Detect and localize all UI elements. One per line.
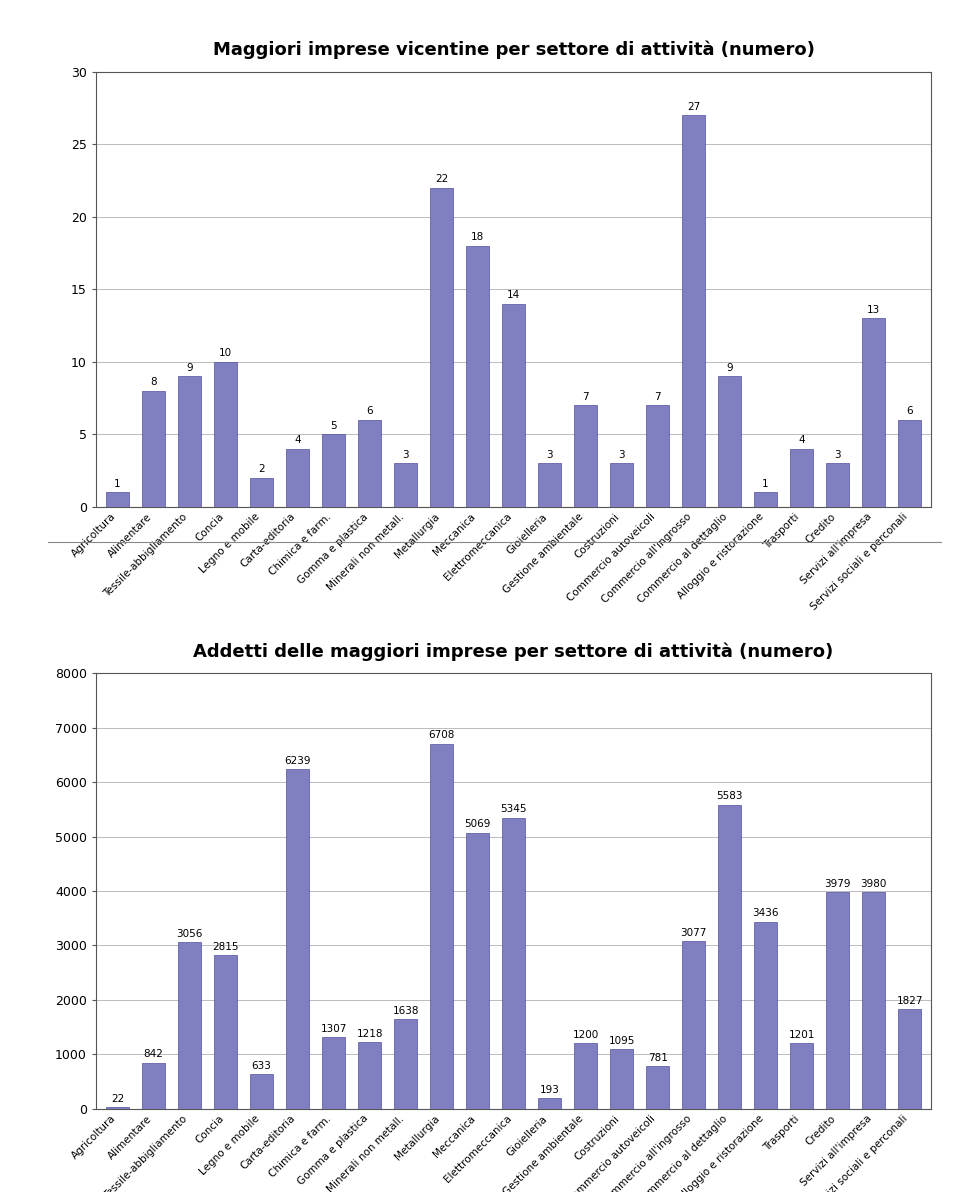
Bar [682, 116, 706, 507]
Text: 22: 22 [435, 174, 448, 184]
Bar [718, 377, 741, 507]
Bar [574, 1043, 597, 1109]
Bar [394, 1019, 418, 1109]
Text: 2815: 2815 [212, 942, 239, 952]
Text: 9: 9 [727, 362, 732, 373]
Title: Addetti delle maggiori imprese per settore di attività (numero): Addetti delle maggiori imprese per setto… [194, 642, 833, 660]
Bar [718, 805, 741, 1109]
Text: 3979: 3979 [825, 879, 851, 889]
Text: 1201: 1201 [788, 1030, 815, 1039]
Text: 10: 10 [219, 348, 232, 358]
Text: 6: 6 [906, 406, 913, 416]
Bar [862, 892, 885, 1109]
Text: 5069: 5069 [465, 819, 491, 830]
Text: 3: 3 [618, 449, 625, 460]
Text: 4: 4 [799, 435, 804, 445]
Bar [466, 833, 490, 1109]
Bar [862, 318, 885, 507]
Bar [682, 942, 706, 1109]
Bar [790, 448, 813, 507]
Bar [322, 434, 346, 507]
Text: 6708: 6708 [428, 731, 455, 740]
Bar [178, 943, 202, 1109]
Text: 1: 1 [114, 479, 121, 489]
Text: 3980: 3980 [860, 879, 887, 888]
Bar [538, 1098, 562, 1109]
Text: 3: 3 [402, 449, 409, 460]
Text: 3436: 3436 [753, 908, 779, 918]
Text: 1827: 1827 [897, 995, 923, 1006]
Bar [790, 1043, 813, 1109]
Text: 14: 14 [507, 290, 520, 300]
Text: 7: 7 [583, 392, 588, 402]
Bar [754, 921, 778, 1109]
Bar [574, 405, 597, 507]
Bar [250, 478, 274, 507]
Bar [106, 1107, 130, 1109]
Text: 1095: 1095 [609, 1036, 635, 1045]
Bar [286, 448, 309, 507]
Text: 1218: 1218 [356, 1029, 383, 1039]
Text: 6: 6 [367, 406, 372, 416]
Text: 842: 842 [144, 1049, 163, 1060]
Bar [322, 1037, 346, 1109]
Text: 781: 781 [648, 1053, 667, 1062]
Bar [466, 246, 490, 507]
Text: 13: 13 [867, 305, 880, 315]
Text: 3077: 3077 [681, 927, 707, 938]
Text: 22: 22 [111, 1094, 124, 1104]
Bar [754, 492, 778, 507]
Bar [646, 1066, 669, 1109]
Text: 7: 7 [655, 392, 660, 402]
Bar [142, 391, 165, 507]
Bar [430, 744, 453, 1109]
Text: 1200: 1200 [572, 1030, 599, 1039]
Text: 9: 9 [186, 362, 193, 373]
Text: 18: 18 [471, 232, 484, 242]
Text: 6239: 6239 [284, 756, 311, 765]
Bar [358, 1042, 381, 1109]
Bar [358, 420, 381, 507]
Bar [826, 892, 850, 1109]
Bar [214, 956, 237, 1109]
Text: 1307: 1307 [321, 1024, 347, 1033]
Text: 3: 3 [546, 449, 553, 460]
Bar [898, 1010, 922, 1109]
Bar [250, 1074, 274, 1109]
Text: 1: 1 [762, 479, 769, 489]
Text: 3056: 3056 [177, 929, 203, 939]
Title: Maggiori imprese vicentine per settore di attività (numero): Maggiori imprese vicentine per settore d… [213, 41, 814, 58]
Text: 8: 8 [151, 377, 156, 387]
Bar [178, 377, 202, 507]
Bar [286, 769, 309, 1109]
Bar [502, 304, 525, 507]
Bar [106, 492, 130, 507]
Text: 3: 3 [834, 449, 841, 460]
Text: 193: 193 [540, 1085, 560, 1094]
Bar [646, 405, 669, 507]
Bar [430, 187, 453, 507]
Bar [142, 1063, 165, 1109]
Bar [502, 818, 525, 1109]
Text: 27: 27 [687, 101, 700, 112]
Text: 5345: 5345 [500, 805, 527, 814]
Text: 5583: 5583 [716, 791, 743, 801]
Text: 1638: 1638 [393, 1006, 419, 1016]
Bar [898, 420, 922, 507]
Bar [538, 462, 562, 507]
Bar [394, 462, 418, 507]
Text: 633: 633 [252, 1061, 272, 1070]
Bar [214, 361, 237, 507]
Bar [610, 462, 634, 507]
Bar [826, 462, 850, 507]
Text: 5: 5 [330, 421, 337, 430]
Text: 2: 2 [258, 464, 265, 474]
Bar [610, 1049, 634, 1109]
Text: 4: 4 [295, 435, 300, 445]
